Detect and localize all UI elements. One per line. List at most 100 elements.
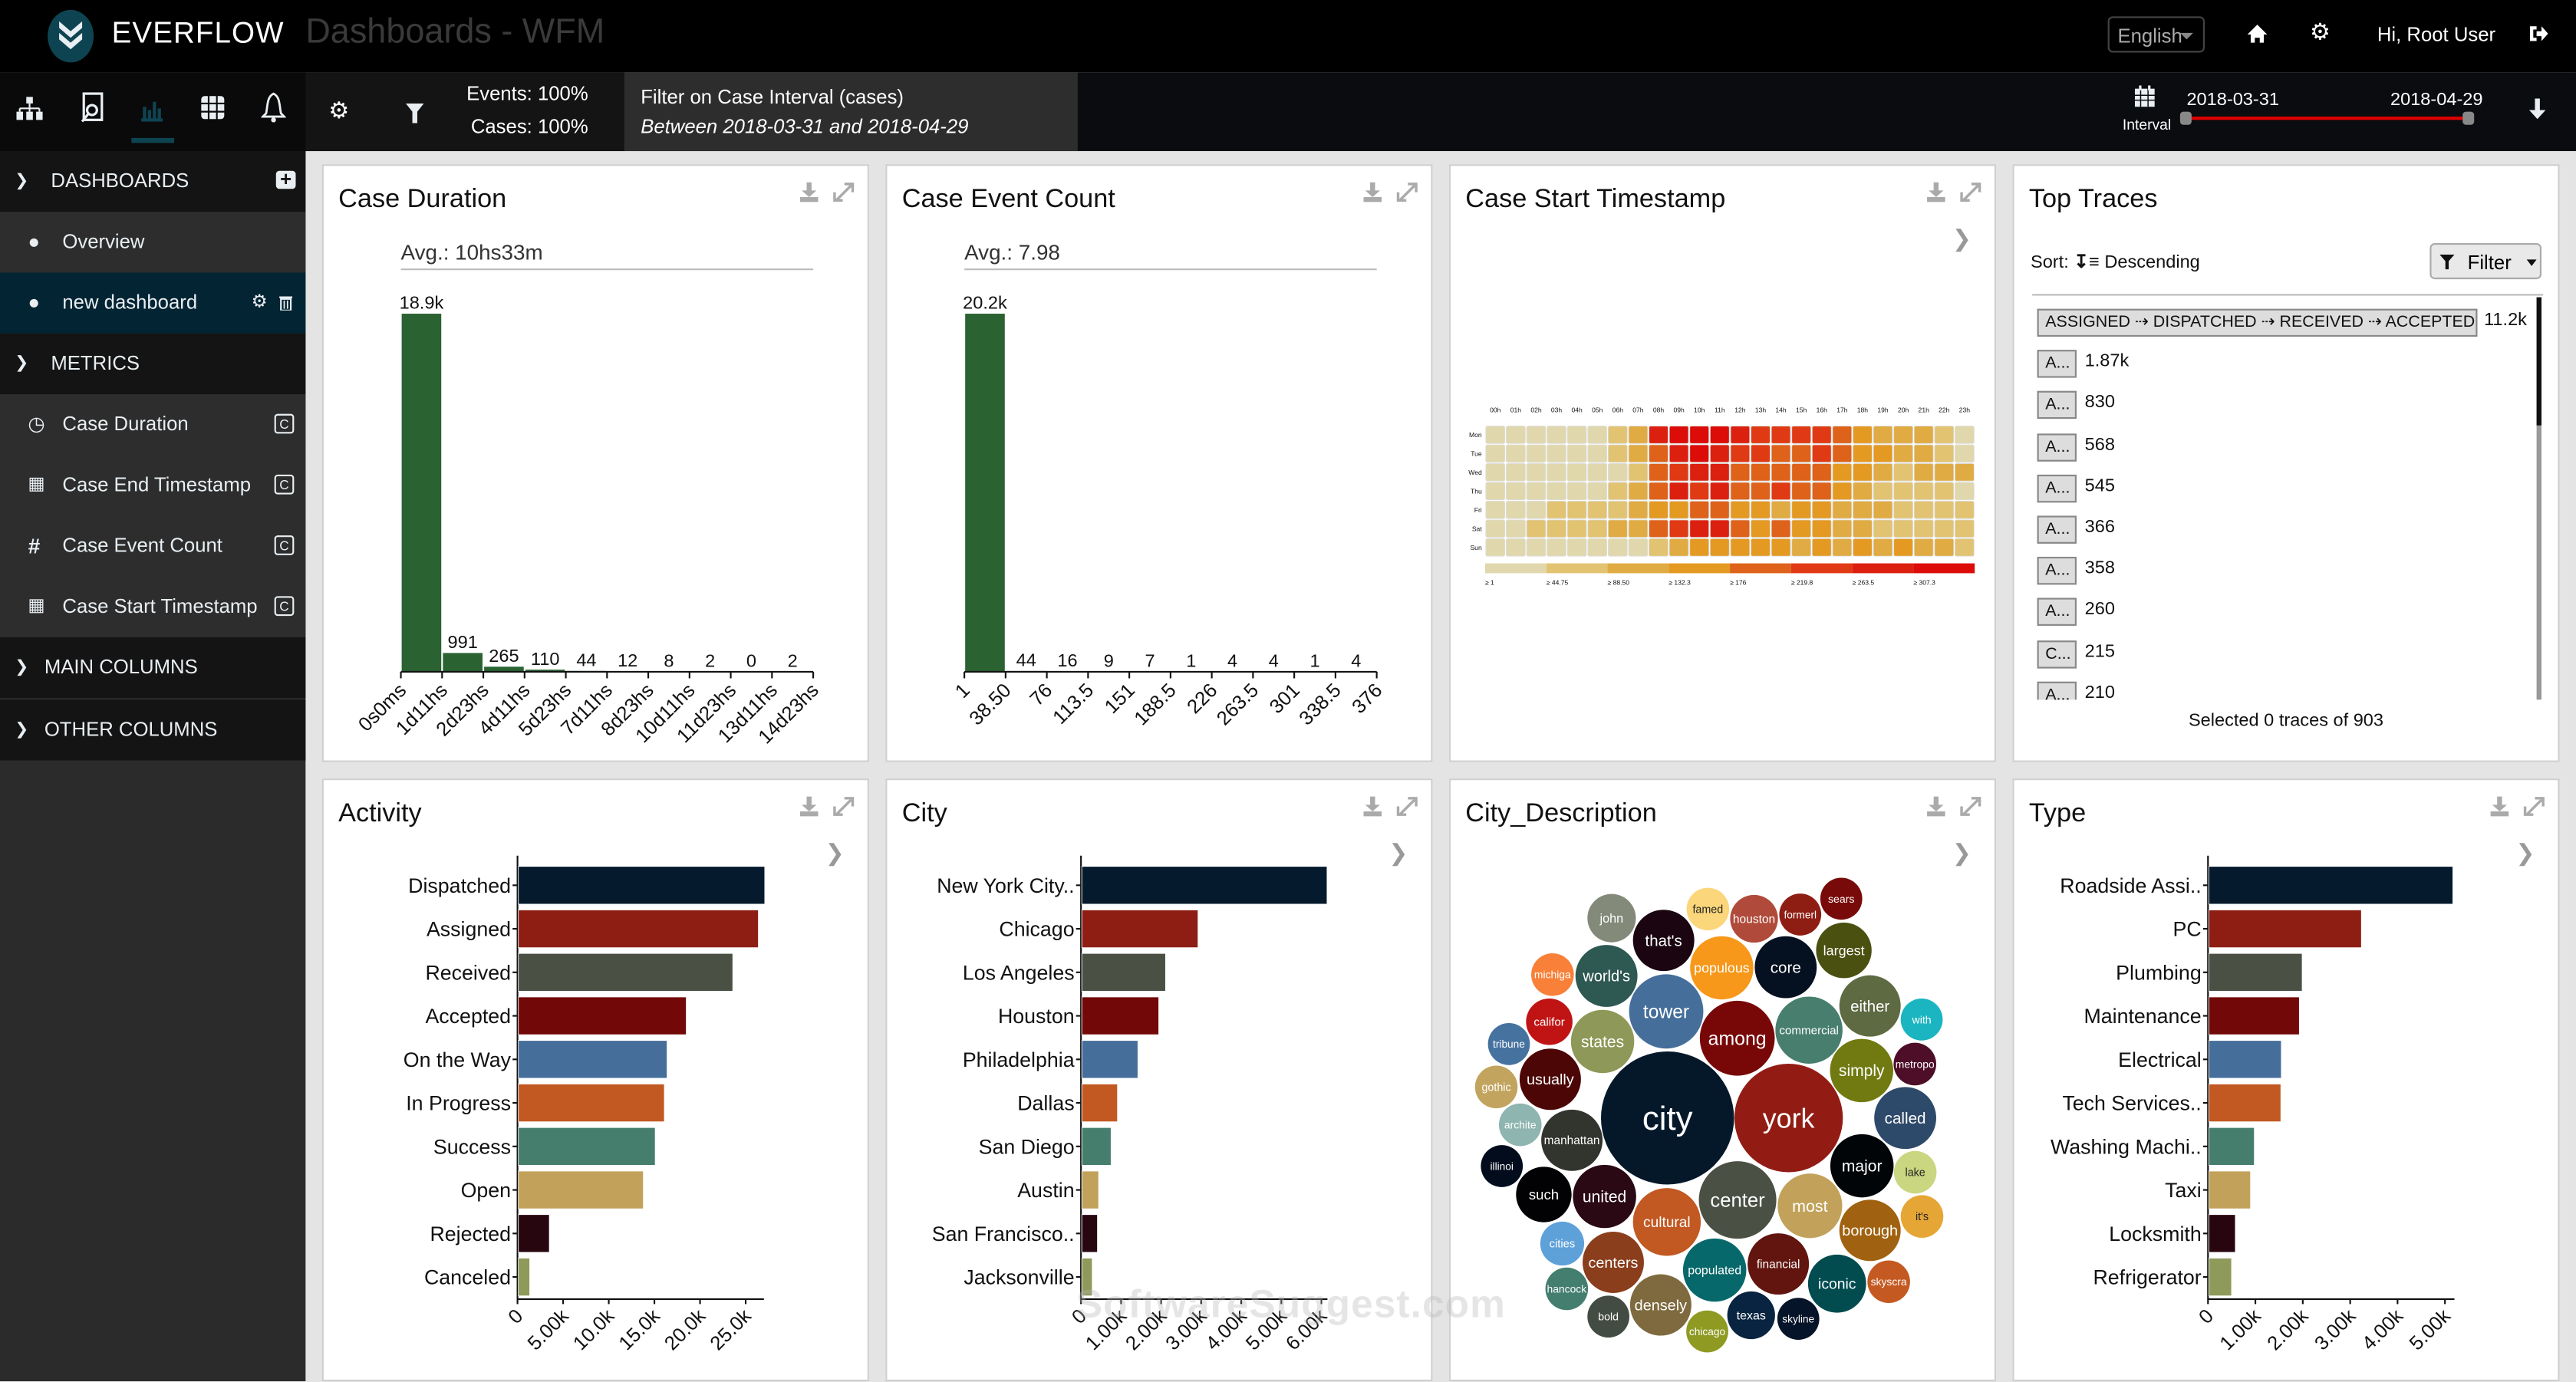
trace-variant-box[interactable]: A...: [2037, 391, 2077, 420]
trace-variant-box[interactable]: A...: [2037, 557, 2077, 585]
bubble[interactable]: with: [1900, 998, 1943, 1041]
expand-icon[interactable]: [1396, 183, 1418, 202]
sidebar-section-dashboards[interactable]: ❯ DASHBOARDS +: [0, 151, 306, 212]
bubble[interactable]: cities: [1540, 1221, 1585, 1266]
trace-list-scrollbar[interactable]: [2536, 297, 2542, 700]
bubble[interactable]: borough: [1839, 1199, 1901, 1262]
bubble[interactable]: centers: [1582, 1231, 1644, 1293]
bubble[interactable]: chicago: [1686, 1310, 1728, 1353]
bubble[interactable]: among: [1699, 1000, 1775, 1076]
dashboard-settings-gear-icon[interactable]: ⚙: [251, 292, 268, 312]
download-icon[interactable]: [1927, 796, 1945, 817]
trace-variant-box[interactable]: ASSIGNED ⇢ DISPATCHED ⇢ RECEIVED ⇢ ACCEP…: [2037, 308, 2478, 337]
expand-icon[interactable]: [1960, 797, 1981, 816]
download-icon[interactable]: [2490, 796, 2509, 817]
bubble[interactable]: such: [1516, 1166, 1572, 1222]
sidebar-item-case-duration[interactable]: ◷ Case Duration C: [0, 393, 306, 456]
sidebar-item-case-start-timestamp[interactable]: ▦ Case Start Timestamp C: [0, 576, 306, 637]
trace-variant-box[interactable]: A...: [2037, 433, 2077, 461]
bubble[interactable]: john: [1587, 893, 1636, 943]
sidebar-section-other-columns[interactable]: ❯ OTHER COLUMNS: [0, 699, 306, 761]
bubble[interactable]: illinoi: [1481, 1145, 1524, 1187]
home-icon[interactable]: [2246, 23, 2269, 44]
filter-settings-gear-icon[interactable]: ⚙: [328, 97, 350, 123]
download-icon[interactable]: [1363, 796, 1382, 817]
document-search-icon[interactable]: [79, 92, 105, 125]
expand-icon[interactable]: [833, 183, 855, 202]
bubble[interactable]: that's: [1632, 910, 1695, 972]
trace-variant-box[interactable]: A...: [2037, 681, 2077, 700]
interval-end-handle[interactable]: [2462, 111, 2475, 125]
download-icon[interactable]: [799, 796, 819, 817]
bubble[interactable]: populous: [1690, 936, 1754, 1000]
interval-start-handle[interactable]: [2179, 111, 2192, 125]
bubble[interactable]: metropo: [1893, 1042, 1936, 1086]
bubble[interactable]: largest: [1816, 923, 1872, 979]
process-map-icon[interactable]: [16, 95, 43, 121]
bubble[interactable]: commercial: [1775, 996, 1843, 1064]
table-icon[interactable]: [200, 95, 226, 120]
bubble[interactable]: usually: [1519, 1048, 1581, 1111]
bubble[interactable]: core: [1754, 936, 1817, 999]
filter-dropdown-button[interactable]: Filter: [2429, 242, 2542, 280]
bubble[interactable]: bold: [1587, 1295, 1630, 1338]
download-icon[interactable]: [1927, 182, 1945, 202]
sidebar-section-main-columns[interactable]: ❯ MAIN COLUMNS: [0, 637, 306, 699]
trace-variant-box[interactable]: A...: [2037, 350, 2077, 378]
bubble[interactable]: cultural: [1632, 1188, 1701, 1256]
sidebar-item-case-end-timestamp[interactable]: ▦ Case End Timestamp C: [0, 455, 306, 516]
bubble[interactable]: famed: [1686, 887, 1730, 931]
trace-variant-box[interactable]: A...: [2037, 515, 2077, 544]
bubble[interactable]: lake: [1893, 1150, 1937, 1194]
user-greeting[interactable]: Hi, Root User: [2377, 22, 2496, 46]
expand-icon[interactable]: [833, 797, 855, 816]
interval-slider-track[interactable]: [2186, 117, 2471, 120]
bubble[interactable]: center: [1698, 1161, 1777, 1239]
bubble[interactable]: tribune: [1487, 1022, 1530, 1065]
dashboard-chart-icon[interactable]: [138, 95, 164, 122]
settings-gear-icon[interactable]: ⚙: [2310, 18, 2331, 44]
sidebar-item-new-dashboard[interactable]: ● new dashboard ⚙: [0, 272, 306, 334]
chevron-right-icon[interactable]: ❯: [825, 839, 845, 866]
expand-icon[interactable]: [2523, 797, 2545, 816]
bubble[interactable]: skyline: [1777, 1298, 1820, 1340]
trace-variant-box[interactable]: C...: [2037, 640, 2077, 668]
bubble[interactable]: hancock: [1545, 1267, 1589, 1311]
sidebar-item-overview[interactable]: ● Overview: [0, 212, 306, 273]
bubble[interactable]: skyscra: [1867, 1260, 1910, 1303]
bubble[interactable]: major: [1830, 1134, 1894, 1198]
scrollbar-thumb[interactable]: [2536, 297, 2542, 426]
bubble[interactable]: califor: [1526, 998, 1573, 1045]
bubble[interactable]: most: [1777, 1173, 1843, 1239]
bubble[interactable]: called: [1874, 1087, 1936, 1150]
language-select[interactable]: English: [2107, 16, 2205, 53]
chevron-right-icon[interactable]: ❯: [1952, 839, 1972, 866]
expand-icon[interactable]: [1960, 183, 1981, 202]
bubble[interactable]: gothic: [1474, 1065, 1518, 1109]
bubble[interactable]: york: [1734, 1064, 1843, 1173]
bubble[interactable]: michiga: [1531, 953, 1574, 996]
bubble[interactable]: populated: [1682, 1238, 1747, 1302]
chevron-right-icon[interactable]: ❯: [1388, 839, 1408, 866]
sidebar-section-metrics[interactable]: ❯ METRICS: [0, 333, 306, 394]
bubble[interactable]: manhattan: [1541, 1109, 1603, 1171]
bubble[interactable]: houston: [1730, 894, 1778, 943]
sidebar-item-case-event-count[interactable]: # Case Event Count C: [0, 515, 306, 577]
bubble[interactable]: tower: [1629, 974, 1704, 1049]
bubble[interactable]: united: [1573, 1164, 1636, 1229]
bubble[interactable]: states: [1570, 1009, 1635, 1074]
bubble[interactable]: city: [1600, 1051, 1734, 1185]
bubble[interactable]: texas: [1727, 1291, 1775, 1340]
bubble[interactable]: archite: [1498, 1103, 1542, 1147]
bubble[interactable]: formerl: [1779, 893, 1822, 936]
sort-control[interactable]: Sort: ↧≡ Descending: [2031, 252, 2200, 273]
download-arrow-icon[interactable]: [2528, 98, 2547, 120]
calendar-icon[interactable]: [2133, 85, 2156, 108]
trace-variant-box[interactable]: A...: [2037, 474, 2077, 502]
bubble[interactable]: financial: [1748, 1233, 1810, 1295]
bubble[interactable]: world's: [1575, 945, 1638, 1007]
add-dashboard-icon[interactable]: +: [275, 169, 296, 189]
bubble[interactable]: either: [1839, 975, 1901, 1037]
trash-icon[interactable]: [279, 295, 293, 311]
logout-icon[interactable]: [2528, 23, 2550, 44]
